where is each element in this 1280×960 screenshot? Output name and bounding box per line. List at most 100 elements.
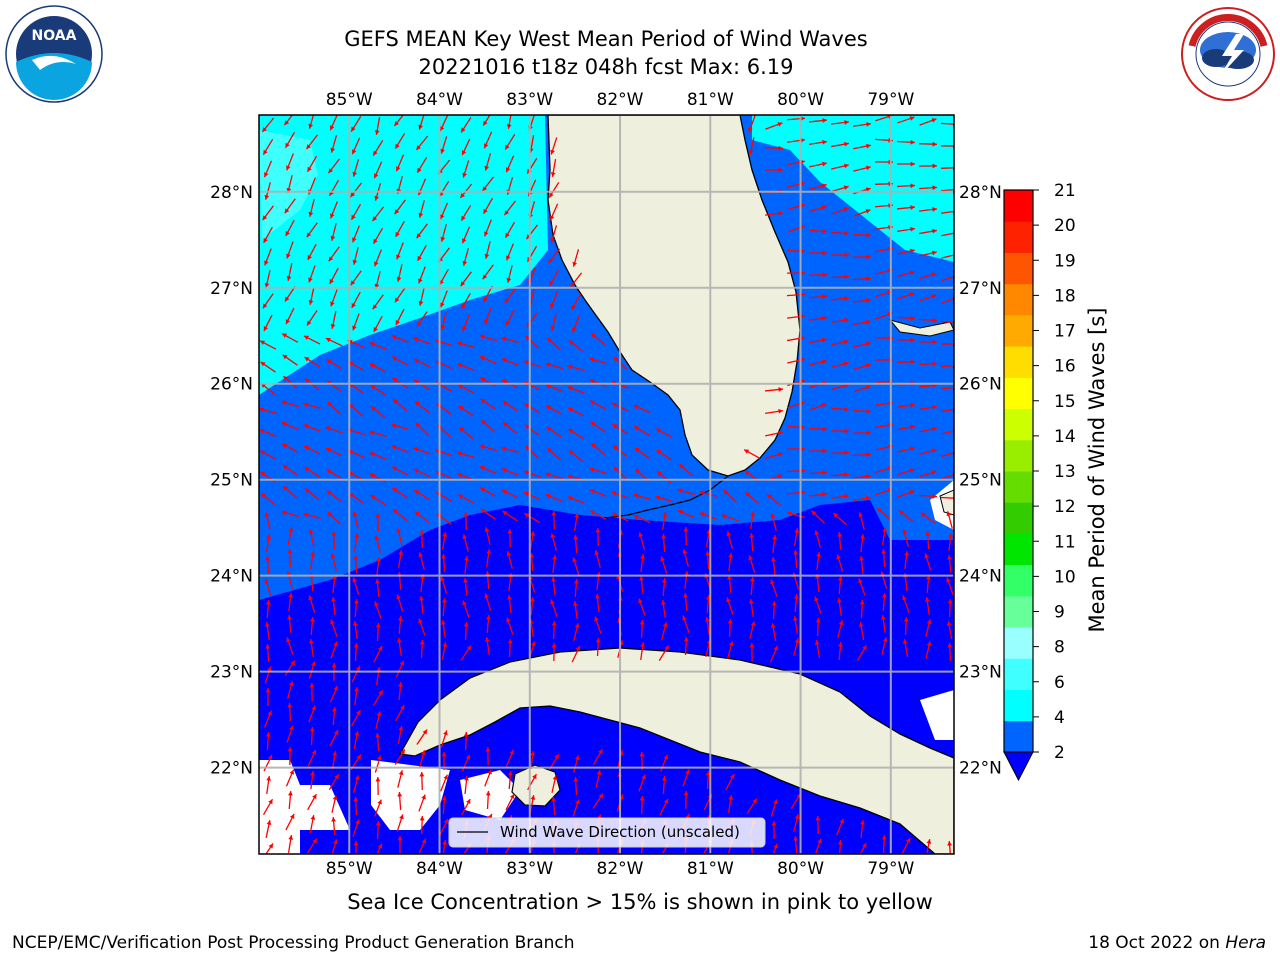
field-6-8	[259, 130, 318, 240]
date-credit: 18 Oct 2022 on Hera	[1088, 933, 1266, 953]
wave-direction-arrow	[282, 375, 298, 389]
wave-direction-arrow	[918, 163, 938, 169]
wave-direction-arrow	[461, 226, 471, 244]
wave-direction-arrow	[398, 681, 403, 701]
wave-direction-arrow	[259, 429, 277, 437]
wave-direction-arrow	[683, 636, 689, 656]
wave-direction-arrow	[940, 145, 954, 147]
wave-direction-arrow	[880, 614, 886, 634]
wave-direction-arrow	[308, 595, 316, 613]
wave-direction-arrow	[440, 730, 448, 748]
wave-direction-arrow	[896, 183, 916, 189]
wave-direction-arrow	[750, 576, 755, 596]
map-subtitle: 20221016 t18z 048h fcst Max: 6.19	[418, 55, 794, 79]
wave-direction-arrow	[373, 645, 383, 663]
wave-direction-arrow	[809, 161, 827, 168]
wave-direction-arrow	[546, 337, 562, 351]
wave-direction-arrow	[589, 510, 607, 520]
colorbar-tick-label: 9	[1054, 603, 1065, 623]
wave-direction-arrow	[765, 408, 783, 415]
wave-direction-arrow	[285, 813, 295, 831]
wave-direction-arrow	[655, 495, 673, 503]
wave-direction-arrow	[590, 332, 606, 346]
wave-direction-arrow	[286, 153, 294, 171]
wave-direction-arrow	[809, 205, 827, 213]
colorbar: 2 4 6 8 9 10 11 12 13 14 15 16 17 18 19 20 21	[1003, 181, 1076, 782]
wave-direction-arrow	[852, 254, 872, 260]
wave-direction-arrow	[859, 555, 864, 575]
wave-direction-arrow	[485, 790, 491, 810]
wave-direction-arrow	[286, 263, 293, 281]
wave-direction-arrow	[462, 314, 470, 332]
wave-direction-arrow	[831, 207, 849, 215]
wave-direction-arrow	[918, 317, 938, 323]
wave-direction-arrow	[727, 574, 732, 594]
wave-direction-arrow	[418, 552, 425, 570]
colorbar-tick-label: 8	[1054, 638, 1065, 658]
wave-direction-arrow	[853, 165, 871, 172]
wave-direction-arrow	[259, 340, 277, 350]
wave-direction-arrow	[440, 774, 448, 792]
wave-direction-arrow	[353, 642, 359, 662]
wave-direction-arrow	[374, 601, 382, 619]
wave-direction-arrow	[369, 342, 387, 350]
wave-direction-arrow	[352, 247, 359, 265]
wave-direction-arrow	[484, 636, 490, 656]
lon-label: 85°W	[326, 90, 373, 110]
wave-direction-arrow	[281, 443, 299, 453]
wave-direction-arrow	[881, 637, 888, 655]
wave-direction-arrow	[919, 448, 937, 455]
wave-direction-arrow	[859, 842, 867, 854]
wave-direction-arrow	[770, 513, 777, 531]
wave-direction-arrow	[484, 219, 492, 237]
wave-direction-arrow	[852, 276, 872, 282]
wave-direction-arrow	[793, 638, 800, 656]
wave-direction-arrow	[463, 511, 469, 531]
wave-direction-arrow	[897, 248, 915, 255]
colorbar-segment	[1004, 221, 1033, 253]
wave-direction-arrow	[793, 549, 799, 569]
wave-direction-arrow	[502, 400, 518, 412]
wave-direction-arrow	[309, 551, 316, 569]
wave-direction-arrow	[682, 769, 690, 787]
wave-direction-arrow	[940, 386, 954, 390]
wave-direction-arrow	[809, 403, 827, 411]
wave-direction-arrow	[264, 578, 272, 596]
wave-direction-arrow	[306, 310, 318, 326]
wave-direction-arrow	[326, 401, 342, 415]
wave-direction-arrow	[876, 507, 892, 521]
wave-direction-arrow	[523, 491, 541, 501]
wave-direction-arrow	[460, 271, 472, 287]
wave-direction-arrow	[904, 550, 909, 570]
wave-direction-arrow	[330, 553, 337, 571]
longitude-labels-top: 85°W 84°W 83°W 82°W 81°W 80°W 79°W	[326, 90, 915, 110]
no-data	[259, 830, 300, 854]
wave-direction-arrow	[594, 616, 602, 634]
wave-direction-arrow	[461, 798, 471, 816]
wave-direction-arrow	[369, 363, 387, 373]
wave-direction-arrow	[418, 794, 426, 812]
wave-direction-arrow	[764, 387, 784, 392]
wave-direction-arrow	[924, 553, 932, 571]
colorbar-segment	[1004, 439, 1033, 472]
wave-direction-arrow	[896, 402, 916, 408]
wave-direction-arrow	[391, 356, 409, 366]
wave-direction-arrow	[918, 185, 938, 191]
wave-direction-arrow	[373, 315, 383, 333]
wave-direction-arrow	[919, 118, 937, 126]
wave-direction-arrow	[748, 137, 755, 155]
wave-direction-arrow	[439, 268, 449, 286]
wave-direction-arrow	[897, 292, 915, 300]
wave-direction-arrow	[261, 117, 275, 133]
nws-logo	[1181, 7, 1275, 101]
wave-direction-arrow	[325, 468, 343, 480]
wave-direction-arrow	[485, 746, 491, 766]
wave-direction-arrow	[369, 430, 387, 437]
wave-direction-arrow	[457, 451, 475, 459]
wave-direction-arrow	[328, 246, 340, 262]
wave-direction-arrow	[414, 510, 430, 524]
wave-direction-arrow	[482, 115, 491, 126]
wave-direction-arrow	[281, 421, 299, 431]
wave-direction-arrow	[655, 428, 673, 438]
wave-direction-arrow	[831, 252, 849, 258]
